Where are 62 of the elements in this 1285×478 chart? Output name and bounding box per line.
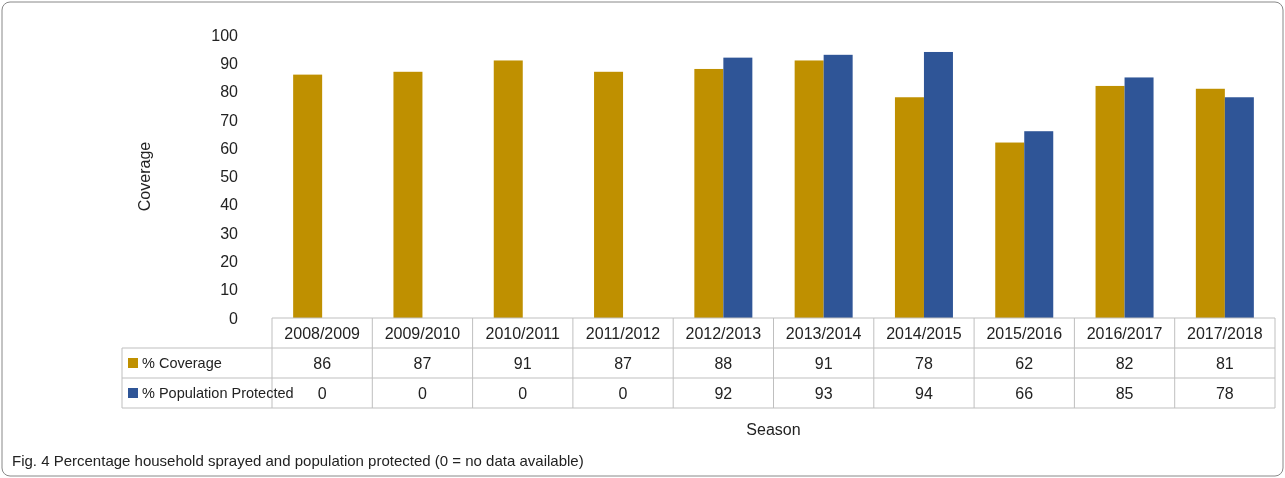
caption: Fig. 4 Percentage household sprayed and population protected (0 = no data available) <box>12 452 584 469</box>
x-tick-label: 2011/2012 <box>585 324 661 342</box>
y-tick-label: 30 <box>220 224 239 242</box>
y-tick-label: 40 <box>220 196 239 214</box>
data-label: 94 <box>915 384 933 402</box>
data-label: 0 <box>618 384 628 402</box>
data-label: 0 <box>418 384 427 402</box>
data-label: 86 <box>313 354 332 372</box>
x-tick-label: 2016/2017 <box>1086 324 1163 342</box>
bar <box>894 97 924 318</box>
data-label: 87 <box>413 354 432 372</box>
x-tick-label: 2009/2010 <box>384 324 461 342</box>
data-label: 87 <box>614 354 633 372</box>
bar <box>293 74 323 318</box>
data-label: 85 <box>1115 384 1134 402</box>
y-tick-label: 100 <box>211 26 239 44</box>
data-label: 66 <box>1015 384 1034 402</box>
bar <box>823 54 853 318</box>
y-tick-label: 90 <box>220 54 239 72</box>
y-tick-label: 80 <box>220 83 239 101</box>
data-label: 0 <box>518 384 528 402</box>
data-label: 88 <box>714 354 733 372</box>
y-tick-label: 70 <box>220 111 239 129</box>
bar <box>1095 85 1125 318</box>
bar <box>794 60 824 318</box>
data-label: 82 <box>1115 354 1134 372</box>
x-tick-label: 2017/2018 <box>1187 324 1263 342</box>
bar <box>493 60 523 318</box>
y-tick-label: 0 <box>229 309 239 327</box>
bar <box>723 57 753 318</box>
y-axis-title: Coverage <box>136 141 153 212</box>
y-tick-label: 60 <box>220 139 239 157</box>
data-label: 91 <box>513 354 532 372</box>
data-label: 91 <box>814 354 833 372</box>
x-axis-title: Season <box>746 421 801 438</box>
bar <box>1224 97 1254 318</box>
bar <box>594 71 624 318</box>
x-tick-label: 2014/2015 <box>886 324 962 342</box>
y-tick-label: 10 <box>220 281 239 299</box>
bar <box>393 71 423 318</box>
data-label: 0 <box>317 384 327 402</box>
legend-label: % Coverage <box>142 355 222 372</box>
y-tick-label: 50 <box>220 168 239 186</box>
bar <box>1124 77 1154 318</box>
bar <box>1195 88 1225 318</box>
y-tick-label: 20 <box>220 253 239 270</box>
data-label: 92 <box>714 384 733 402</box>
bar <box>1024 131 1054 318</box>
bar <box>694 68 724 318</box>
x-tick-label: 2010/2011 <box>485 324 561 342</box>
data-label: 81 <box>1215 354 1234 372</box>
legend-label: % Population Protected <box>142 385 294 402</box>
data-label: 78 <box>915 354 933 372</box>
bar <box>923 51 953 318</box>
data-label: 78 <box>1215 384 1234 402</box>
x-tick-label: 2013/2014 <box>785 324 862 342</box>
data-label: 93 <box>814 384 833 402</box>
x-tick-label: 2015/2016 <box>986 324 1063 342</box>
x-tick-label: 2008/2009 <box>284 324 361 342</box>
x-tick-label: 2012/2013 <box>685 324 762 342</box>
data-label: 62 <box>1015 354 1034 372</box>
bar <box>995 142 1025 318</box>
